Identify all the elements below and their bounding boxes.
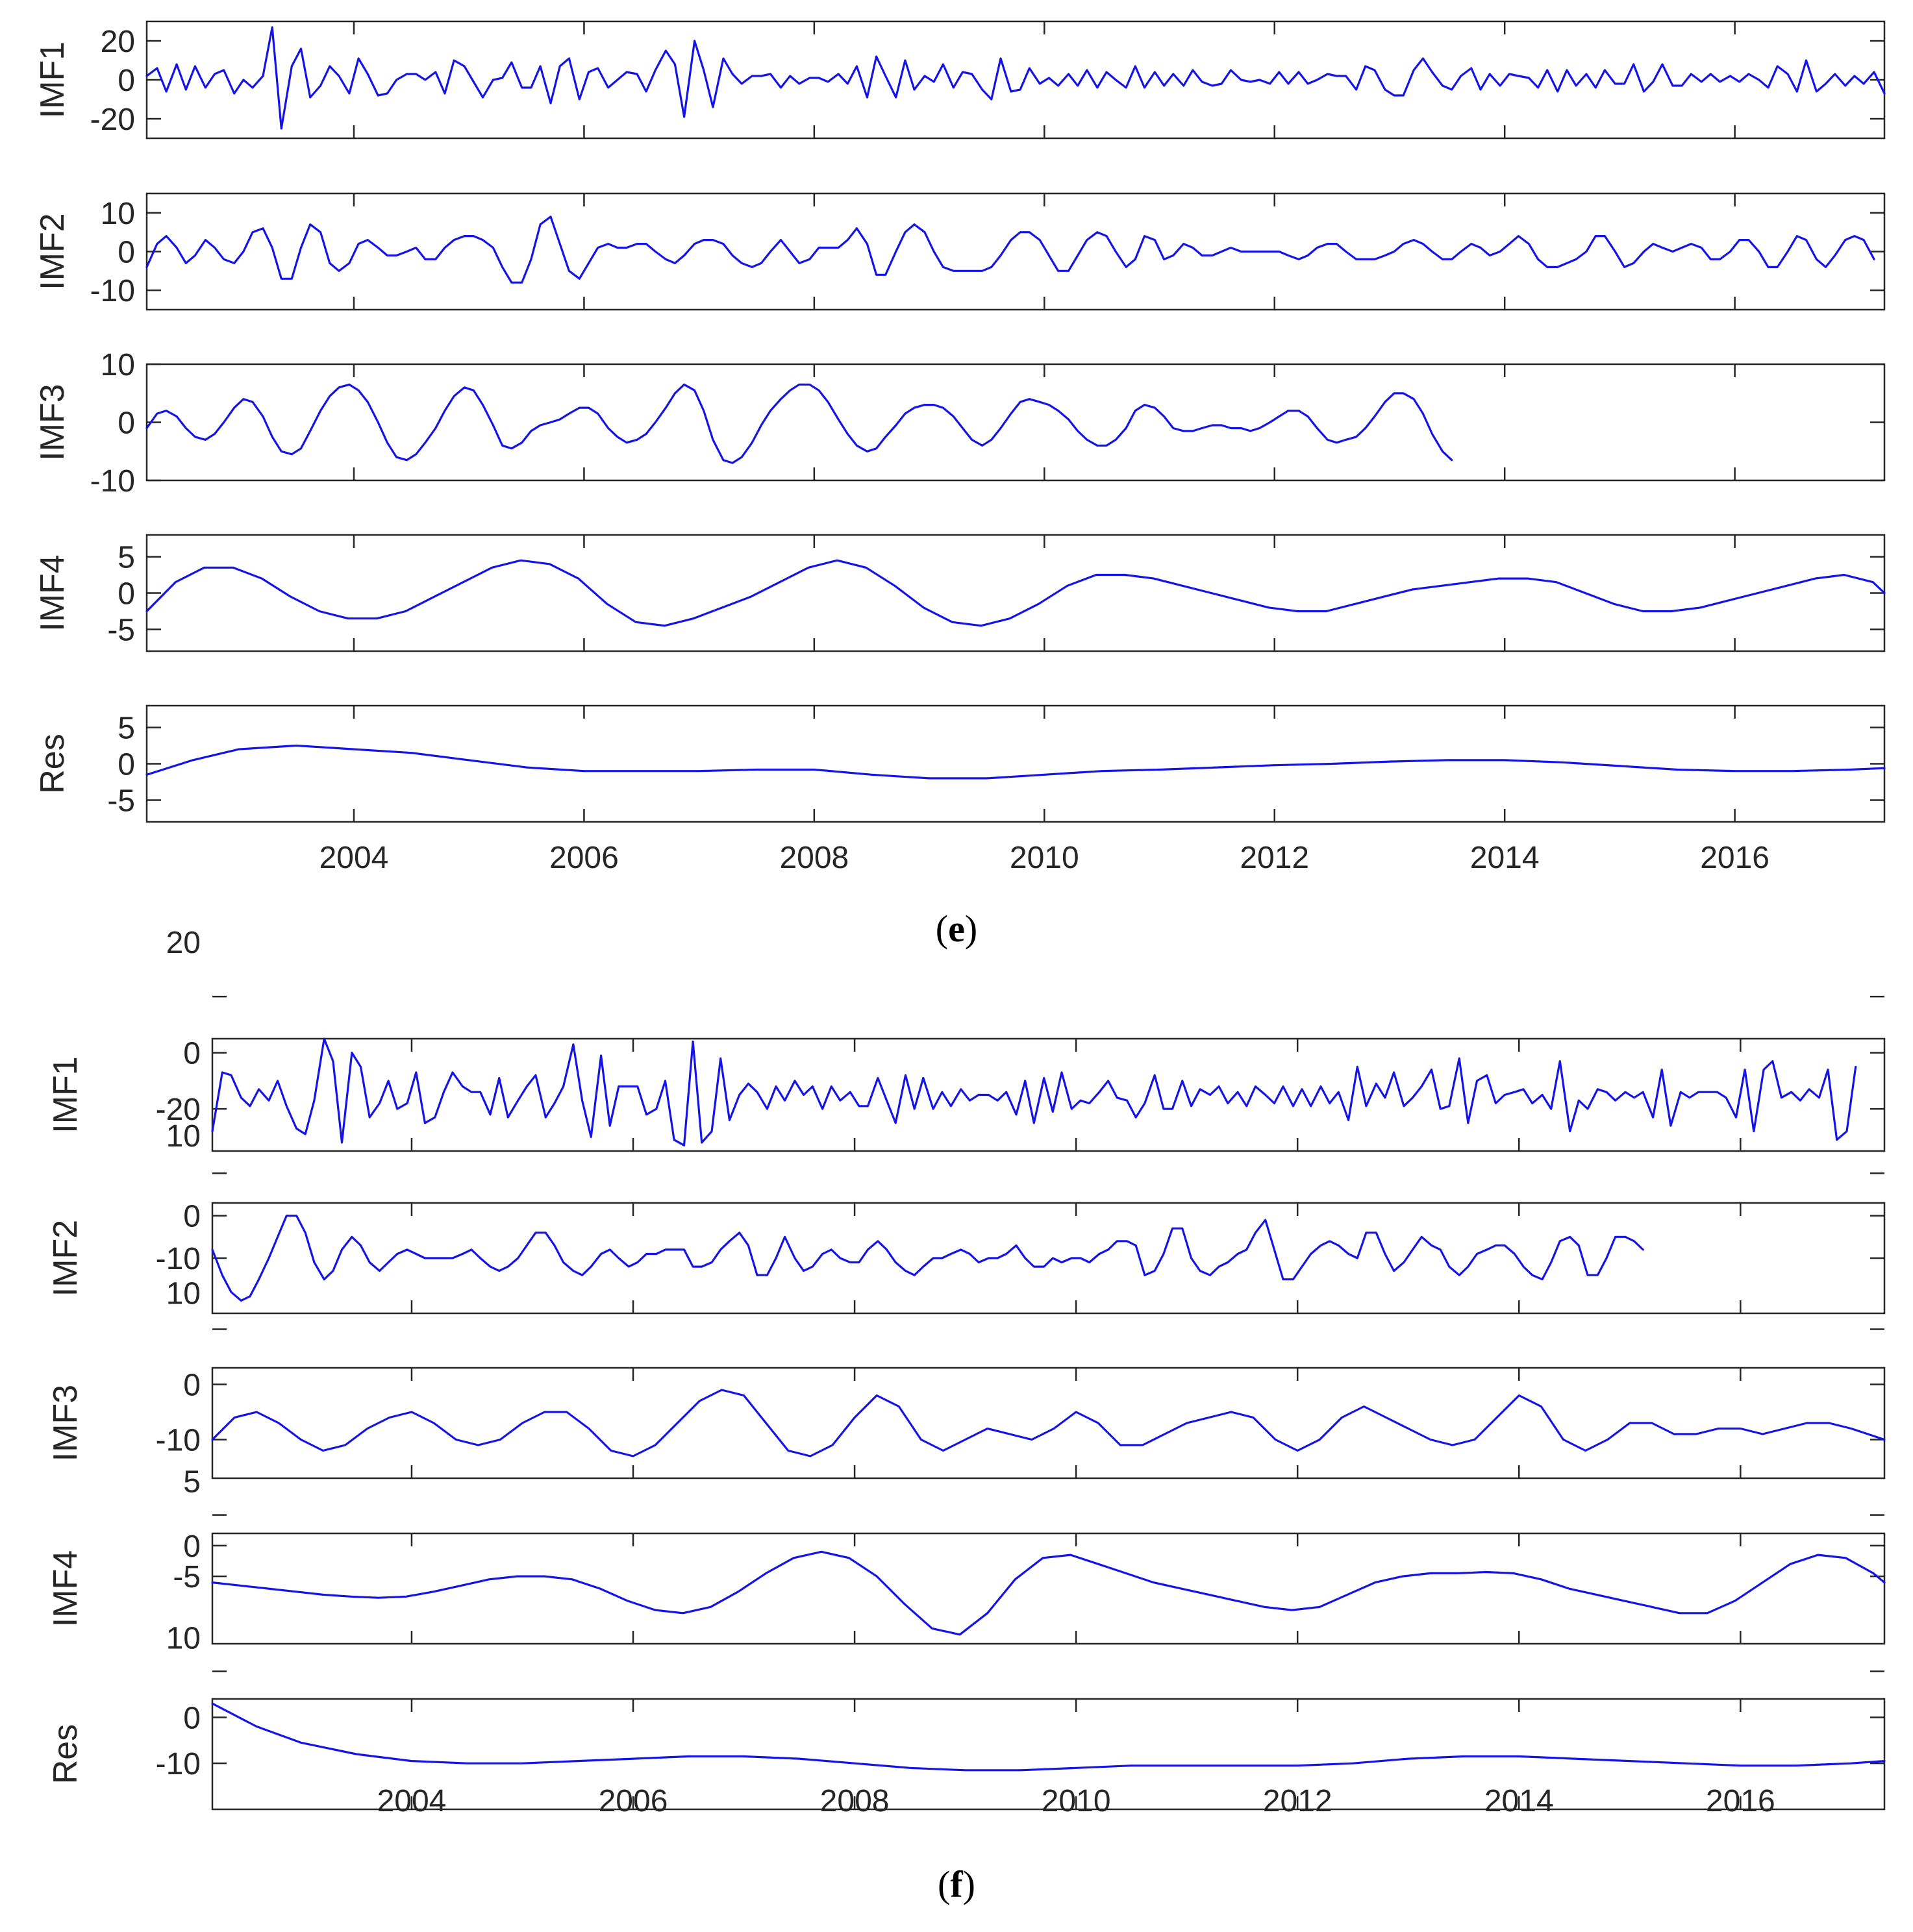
y-tick-label: 5 [183,1465,201,1500]
y-tick-label: -5 [107,784,135,818]
y-tick-label: 20 [101,25,135,59]
x-tick-label-2012: 2012 [1263,1784,1332,1818]
y-tick-label: 0 [118,64,135,98]
y-tick-label: 0 [118,748,135,782]
subplot-imf4-e: 50-5 IMF4 [34,534,1886,652]
subplot-imf3-e: 10 0 -10 IMF3 [34,348,1886,499]
series-line-res [145,744,1886,780]
subplot-res-e: 50-5 Res [34,704,1886,823]
y-axis-label: IMF1 [34,42,71,118]
y-tick-label: -20 [90,103,135,137]
x-tick-label-2016: 2016 [1706,1784,1775,1818]
y-axis-label: IMF3 [47,1385,84,1461]
subplot-res-f: 10 0 -10 Res [47,1622,1886,1811]
series-line-imf4 [145,559,1886,627]
panel-f-x-tick-labels: 2004 2006 2008 2010 2012 2014 2016 [377,1784,1775,1818]
axes-frame [211,1367,1886,1480]
y-tick-label: 0 [183,1530,201,1564]
axes-frame [211,1037,1886,1152]
panel-e-x-tick-labels: 2004 2006 2008 2010 2012 2014 2016 [319,841,1769,875]
subplot-imf3-f: 10 0 -10 IMF3 [47,1277,1886,1480]
y-tick-label: 0 [183,1368,201,1403]
subplot-imf1-e: 20 0 -20 IMF1 [34,20,1886,140]
series-line-imf2 [145,216,1875,284]
x-tick-label-2004: 2004 [319,841,389,875]
y-axis-label: IMF1 [47,1056,84,1133]
y-tick-label: 10 [166,1622,201,1656]
y-tick-label: 10 [166,1119,201,1154]
series-line-imf2 [211,1214,1644,1302]
subplot-imf1-f: 20 0 -20 IMF1 [47,926,1886,1152]
y-tick-label: -5 [173,1560,201,1594]
y-tick-label: 20 [166,926,201,960]
panel-e: 200-20IMF1100-10IMF2100-10IMF350-5IMF450… [34,20,1886,950]
x-tick-label-2010: 2010 [1010,841,1079,875]
y-axis-label: Res [47,1724,84,1784]
y-tick-label: -10 [156,1242,201,1276]
subplot-imf2-e: 10 0 -10 IMF2 [34,192,1886,311]
y-tick-label: 10 [101,197,135,231]
panel-e-caption: (e) [936,908,977,950]
y-axis-label: Res [34,734,71,793]
y-tick-label: -20 [156,1093,201,1127]
x-tick-label-2016: 2016 [1700,841,1769,875]
subplot-imf2-f: 10 0 -10 IMF2 [47,1119,1886,1315]
panel-f-caption: (f) [938,1863,975,1905]
x-tick-label-2006: 2006 [599,1784,668,1818]
y-tick-label: 5 [118,541,135,575]
y-tick-label: 0 [183,1037,201,1071]
subplot-imf4-f: 5 0-5 IMF4 [47,1465,1886,1645]
series-line-imf3 [211,1389,1886,1457]
y-tick-label: -10 [90,464,135,499]
x-tick-label-2010: 2010 [1042,1784,1111,1818]
series-line-imf1 [145,26,1886,130]
y-axis-label: IMF3 [34,384,71,460]
y-tick-label: 0 [118,406,135,441]
y-axis-label: IMF2 [47,1220,84,1296]
y-tick-label: 5 [118,712,135,746]
y-tick-label: 10 [101,348,135,382]
x-tick-label-2006: 2006 [549,841,619,875]
y-tick-label: 0 [118,236,135,270]
y-tick-label: -5 [107,613,135,647]
y-tick-label: 10 [166,1277,201,1311]
x-tick-label-2012: 2012 [1240,841,1309,875]
series-line-res [211,1702,1886,1772]
series-line-imf4 [211,1550,1886,1636]
x-tick-label-2004: 2004 [377,1784,447,1818]
y-axis-label: IMF2 [34,213,71,290]
axes-frame [211,1532,1886,1645]
x-tick-label-2014: 2014 [1470,841,1540,875]
series-line-imf1 [211,1037,1857,1146]
y-tick-label: -10 [90,274,135,308]
y-tick-label: 0 [118,577,135,612]
y-tick-label: 0 [183,1701,201,1735]
y-axis-label: IMF4 [47,1550,84,1627]
x-tick-label-2008: 2008 [820,1784,890,1818]
series-line-imf3 [145,383,1453,464]
x-tick-label-2008: 2008 [779,841,849,875]
y-tick-label: -10 [156,1747,201,1781]
y-tick-label: 0 [183,1200,201,1234]
x-tick-label-2014: 2014 [1484,1784,1554,1818]
y-axis-label: IMF4 [34,554,71,631]
panel-e-subplots: 200-20IMF1100-10IMF2100-10IMF350-5IMF450… [34,20,1886,823]
y-tick-label: -10 [156,1424,201,1458]
axes-frame [211,1698,1886,1811]
